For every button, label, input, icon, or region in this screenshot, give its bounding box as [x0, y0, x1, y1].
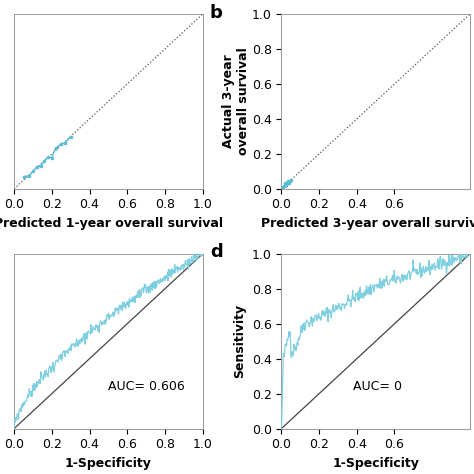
X-axis label: 1-Specificity: 1-Specificity [332, 457, 419, 470]
Point [37, 162, 45, 170]
Y-axis label: Actual 3-year
overall survival: Actual 3-year overall survival [222, 47, 250, 155]
X-axis label: Predicted 1-year overall survival: Predicted 1-year overall survival [0, 217, 223, 230]
Point [61, 139, 69, 147]
Y-axis label: Sensitivity: Sensitivity [233, 304, 246, 378]
Point [67, 133, 74, 140]
Point [280, 183, 287, 191]
Point [284, 177, 292, 185]
Point [285, 179, 293, 186]
Text: b: b [210, 4, 223, 22]
Point [33, 163, 41, 171]
Point [283, 180, 291, 187]
Point [26, 172, 33, 180]
Point [44, 154, 52, 161]
Point [29, 167, 37, 175]
Point [20, 173, 27, 180]
Point [283, 181, 290, 189]
Point [48, 154, 55, 161]
Point [57, 140, 65, 147]
Text: AUC= 0.606: AUC= 0.606 [109, 380, 185, 393]
X-axis label: Predicted 3-year overall survival: Predicted 3-year overall survival [261, 217, 474, 230]
Point [40, 157, 48, 164]
Point [52, 145, 59, 152]
Text: AUC= 0: AUC= 0 [353, 380, 402, 393]
X-axis label: 1-Specificity: 1-Specificity [65, 457, 152, 470]
Text: d: d [210, 244, 223, 262]
Point [281, 182, 288, 190]
Point [286, 178, 294, 185]
Point [282, 179, 289, 187]
Point [287, 176, 295, 183]
